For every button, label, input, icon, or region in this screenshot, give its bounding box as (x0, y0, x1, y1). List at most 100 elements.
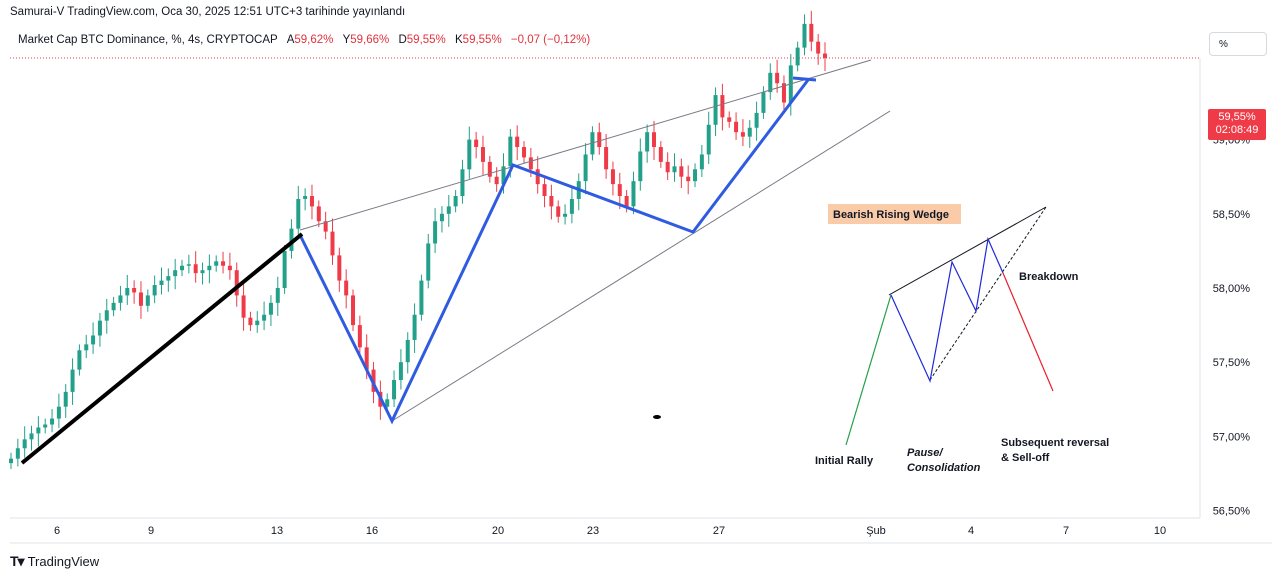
candle-body (255, 320, 260, 326)
x-tick-label: 13 (271, 525, 283, 537)
candle-body (385, 399, 390, 407)
x-axis: 6 9 13 16 20 23 27 Şub 4 7 10 (54, 525, 1166, 537)
candle-body (535, 169, 540, 185)
candle-body (22, 439, 27, 449)
candle-body (446, 206, 451, 214)
marker-dot (653, 415, 661, 419)
candle-body (234, 270, 239, 296)
candle-body (706, 124, 711, 155)
candle-body (439, 213, 444, 222)
candle-body (84, 344, 89, 351)
candle-body (713, 95, 718, 125)
breakdown-label: Breakdown (1019, 271, 1079, 283)
consolidation-label-1: Pause/ (907, 447, 944, 459)
x-tick-label: Şub (866, 525, 886, 537)
candle-body (686, 176, 691, 182)
candle-body (522, 147, 527, 158)
candle-body (768, 72, 773, 93)
low-value: 59,55% (406, 34, 446, 46)
bar-countdown: 02:08:49 (1215, 124, 1259, 136)
tradingview-logo-icon: T▾ (10, 553, 25, 569)
candle-body (665, 161, 670, 173)
candle-body (323, 221, 328, 232)
candle-body (186, 264, 191, 266)
candle-body (303, 196, 308, 199)
candle-body (296, 198, 301, 229)
wedge-lower-line[interactable] (391, 110, 891, 422)
unit-toggle-button[interactable]: % (1209, 32, 1267, 56)
wedge-upper-line[interactable] (299, 59, 872, 231)
candle-body (419, 280, 424, 315)
selloff-label-1: Subsequent reversal (1001, 437, 1109, 449)
candle-body (610, 169, 615, 185)
x-tick-label: 27 (713, 525, 725, 537)
candle-body (97, 320, 102, 336)
diagram-upper-line (888, 206, 1047, 296)
change-value: −0,07 (−0,12%) (510, 34, 591, 46)
candle-body (63, 391, 68, 407)
candle-body (556, 206, 561, 217)
candle-body (795, 47, 800, 66)
x-tick-label: 9 (148, 525, 154, 537)
candle-body (651, 132, 656, 148)
candle-body (638, 151, 643, 182)
x-tick-label: 23 (587, 525, 599, 537)
candle-body (173, 270, 178, 277)
candle-body (480, 147, 485, 162)
candle-body (357, 325, 362, 348)
candle-body (275, 288, 280, 303)
last-price-tag: 59,55% 02:08:49 (1208, 109, 1266, 140)
x-tick-label: 7 (1063, 525, 1069, 537)
candle-body (207, 265, 212, 271)
candle-body (781, 83, 786, 103)
candle-body (658, 147, 663, 162)
candle-body (740, 132, 745, 137)
y-tick-label: 57,50% (1213, 357, 1251, 369)
candle-body (734, 121, 739, 133)
x-tick-label: 10 (1154, 525, 1166, 537)
candle-body (227, 265, 232, 271)
candle-body (316, 206, 321, 222)
symbol-title[interactable]: Market Cap BTC Dominance, %, 4s, CRYPTOC… (18, 34, 278, 46)
candle-body (754, 112, 759, 128)
high-label: Y (342, 34, 351, 46)
candle-body (569, 198, 574, 214)
diagram-selloff-line (1002, 272, 1054, 392)
candle-body (50, 418, 55, 425)
candle-body (125, 288, 130, 296)
open-label: A (286, 34, 295, 46)
rally-trend-line[interactable] (20, 232, 304, 465)
candle-body (487, 161, 492, 177)
candle-body (679, 166, 684, 177)
candle-body (617, 184, 622, 196)
candle-body (816, 41, 821, 54)
candle-body (433, 221, 438, 244)
candle-body (809, 23, 814, 42)
candle-body (720, 95, 725, 118)
candle-body (405, 339, 410, 363)
published-line: Samurai-V TradingView.com, Oca 30, 2025 … (10, 6, 406, 18)
wave-top-segment[interactable] (792, 76, 817, 82)
footer-brand[interactable]: T▾ TradingView (10, 553, 99, 570)
x-tick-label: 6 (54, 525, 60, 537)
candle-body (289, 228, 294, 251)
wave-pattern-line[interactable] (298, 79, 810, 425)
candle-body (118, 295, 123, 303)
y-tick-label: 57,00% (1213, 431, 1251, 443)
candle-body (77, 350, 82, 370)
low-label: D (398, 34, 407, 46)
candle-body (583, 154, 588, 182)
candle-body (138, 292, 143, 306)
candle-body (672, 166, 677, 173)
candle-body (460, 169, 465, 196)
candle-body (823, 53, 827, 58)
close-label: K (455, 34, 463, 46)
candle-body (747, 127, 752, 137)
candle-body (200, 270, 205, 274)
y-tick-label: 58,00% (1213, 283, 1251, 295)
candle-body (775, 72, 780, 84)
candle-body (412, 314, 417, 340)
candles (9, 10, 827, 470)
